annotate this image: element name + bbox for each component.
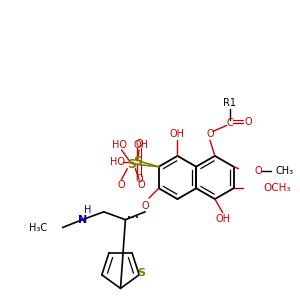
Text: R1: R1 xyxy=(223,98,236,108)
Text: OH: OH xyxy=(170,129,185,139)
Text: S: S xyxy=(137,268,145,278)
Text: O: O xyxy=(118,180,125,190)
Text: C: C xyxy=(226,118,233,128)
Text: OCH₃: OCH₃ xyxy=(263,183,290,193)
Text: OH: OH xyxy=(215,214,230,224)
Text: O: O xyxy=(254,166,262,176)
Text: •••: ••• xyxy=(127,215,139,221)
Text: N: N xyxy=(78,215,87,225)
Text: S: S xyxy=(127,158,136,171)
Text: H₃C: H₃C xyxy=(29,223,47,232)
Text: HO: HO xyxy=(110,157,125,167)
Text: O: O xyxy=(141,201,149,211)
Text: OH: OH xyxy=(134,140,148,150)
Text: O: O xyxy=(135,139,143,149)
Text: O: O xyxy=(135,174,143,184)
Text: O: O xyxy=(137,180,145,190)
Text: CH₃: CH₃ xyxy=(276,166,294,176)
Text: O: O xyxy=(206,129,214,139)
Text: S: S xyxy=(133,155,142,168)
Text: O: O xyxy=(244,116,252,127)
Text: H: H xyxy=(84,205,92,215)
Text: HO: HO xyxy=(112,140,127,150)
